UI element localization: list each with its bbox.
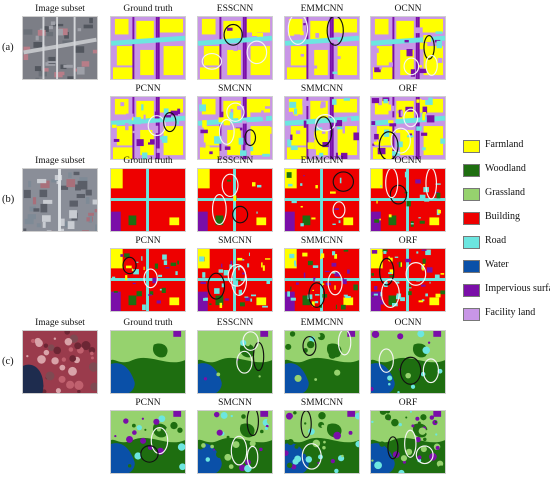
classification-map (197, 168, 273, 232)
classification-map (197, 410, 273, 474)
map-title: EMMCNN (300, 156, 344, 166)
map-title: OCNN (394, 4, 422, 14)
map-title: SMMCNN (300, 236, 344, 246)
panel-id: (c) (2, 356, 14, 367)
map-title: EMMCNN (300, 4, 344, 14)
classification-map (110, 330, 186, 394)
map-title: ORF (398, 398, 418, 408)
image-subset-thumbnail (22, 168, 98, 232)
map-title: PCNN (135, 398, 161, 408)
legend-label: Building (485, 211, 521, 222)
classification-map (284, 330, 360, 394)
classification-map (110, 248, 186, 312)
legend-swatch (463, 188, 480, 201)
legend-swatch (463, 140, 480, 153)
classification-map (110, 96, 186, 160)
map-title: PCNN (135, 84, 161, 94)
legend-label: Farmland (485, 139, 524, 150)
classification-map (370, 330, 446, 394)
legend-label: Facility land (485, 307, 536, 318)
map-title: Ground truth (123, 156, 173, 166)
classification-map (370, 248, 446, 312)
map-title: ESSCNN (216, 4, 254, 14)
classification-map (110, 410, 186, 474)
panel-id: (a) (2, 42, 14, 53)
map-title: PCNN (135, 236, 161, 246)
map-title: ESSCNN (216, 318, 254, 328)
map-title: SMMCNN (300, 84, 344, 94)
legend-label: Impervious surface (485, 283, 550, 294)
map-title: Ground truth (123, 4, 173, 14)
image-subset-label: Image subset (35, 4, 85, 14)
image-subset-label: Image subset (35, 318, 85, 328)
classification-map (370, 168, 446, 232)
legend-swatch (463, 164, 480, 177)
map-title: SMCNN (218, 236, 252, 246)
legend-label: Road (485, 235, 507, 246)
legend-label: Woodland (485, 163, 526, 174)
classification-map (110, 168, 186, 232)
image-subset-label: Image subset (35, 156, 85, 166)
classification-map (197, 96, 273, 160)
legend-swatch (463, 236, 480, 249)
classification-map (370, 16, 446, 80)
map-title: EMMCNN (300, 318, 344, 328)
legend-swatch (463, 308, 480, 321)
classification-map (197, 248, 273, 312)
map-title: ESSCNN (216, 156, 254, 166)
map-title: SMMCNN (300, 398, 344, 408)
map-title: OCNN (394, 156, 422, 166)
classification-map (284, 96, 360, 160)
legend-swatch (463, 212, 480, 225)
legend-swatch (463, 260, 480, 273)
map-title: ORF (398, 236, 418, 246)
classification-map (370, 410, 446, 474)
classification-map (197, 330, 273, 394)
classification-map (110, 16, 186, 80)
classification-map (284, 168, 360, 232)
legend-swatch (463, 284, 480, 297)
legend-label: Water (485, 259, 509, 270)
map-title: Ground truth (123, 318, 173, 328)
classification-map (284, 248, 360, 312)
classification-map (284, 16, 360, 80)
image-subset-thumbnail (22, 330, 98, 394)
map-title: ORF (398, 84, 418, 94)
image-subset-thumbnail (22, 16, 98, 80)
map-title: SMCNN (218, 84, 252, 94)
panel-id: (b) (2, 194, 15, 205)
legend-label: Grassland (485, 187, 525, 198)
map-title: OCNN (394, 318, 422, 328)
classification-map (284, 410, 360, 474)
classification-map (370, 96, 446, 160)
map-title: SMCNN (218, 398, 252, 408)
classification-map (197, 16, 273, 80)
